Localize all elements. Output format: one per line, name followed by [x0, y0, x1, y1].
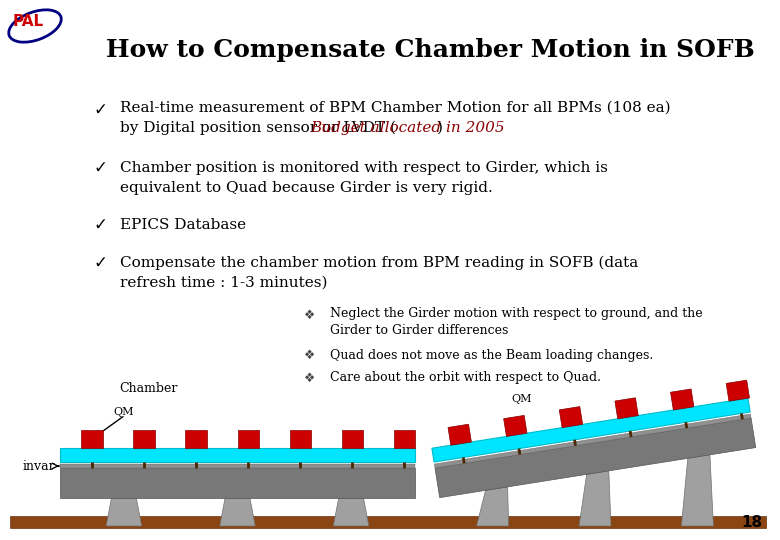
Text: ): ) [437, 121, 443, 135]
Text: ✓: ✓ [93, 254, 107, 272]
Text: ❖: ❖ [304, 348, 316, 361]
Text: How to Compensate Chamber Motion in SOFB: How to Compensate Chamber Motion in SOFB [105, 38, 754, 62]
Polygon shape [559, 407, 583, 428]
Text: Budget allocated in 2005: Budget allocated in 2005 [310, 121, 505, 135]
Text: 18: 18 [741, 515, 762, 530]
Text: Real-time measurement of BPM Chamber Motion for all BPMs (108 ea): Real-time measurement of BPM Chamber Mot… [120, 101, 671, 115]
Text: ✓: ✓ [93, 101, 107, 119]
Polygon shape [726, 380, 750, 401]
Polygon shape [615, 398, 638, 419]
Polygon shape [220, 498, 255, 526]
Text: EPICS Database: EPICS Database [120, 218, 246, 232]
Text: ✓: ✓ [93, 159, 107, 177]
Polygon shape [432, 398, 750, 462]
Bar [60, 448, 415, 462]
Polygon shape [682, 455, 714, 526]
Text: Care about the orbit with respect to Quad.: Care about the orbit with respect to Qua… [330, 372, 601, 384]
Text: Neglect the Girder motion with respect to ground, and the: Neglect the Girder motion with respect t… [330, 307, 703, 320]
Polygon shape [579, 471, 611, 526]
Polygon shape [434, 414, 751, 468]
Text: Compensate the chamber motion from BPM reading in SOFB (data: Compensate the chamber motion from BPM r… [120, 256, 638, 270]
Text: Chamber position is monitored with respect to Girder, which is: Chamber position is monitored with respe… [120, 161, 608, 175]
Text: ❖: ❖ [304, 372, 316, 384]
Text: invar: invar [23, 460, 55, 472]
Bar [60, 464, 415, 468]
Text: Chamber: Chamber [119, 382, 178, 395]
Polygon shape [477, 487, 509, 526]
Bar [394, 430, 415, 448]
Text: QM: QM [511, 394, 532, 404]
Bar [237, 430, 259, 448]
Bar [133, 430, 154, 448]
Text: ✓: ✓ [93, 216, 107, 234]
Bar [186, 430, 207, 448]
Polygon shape [448, 424, 471, 445]
Text: QM: QM [113, 407, 133, 417]
Text: Quad does not move as the Beam loading changes.: Quad does not move as the Beam loading c… [330, 348, 654, 361]
Polygon shape [435, 418, 756, 498]
Polygon shape [504, 415, 527, 436]
Polygon shape [333, 498, 369, 526]
Bar [60, 468, 415, 498]
Text: PAL: PAL [12, 15, 44, 30]
Text: equivalent to Quad because Girder is very rigid.: equivalent to Quad because Girder is ver… [120, 181, 493, 195]
Text: refresh time : 1-3 minutes): refresh time : 1-3 minutes) [120, 276, 328, 290]
Bar [10, 516, 766, 528]
Bar [81, 430, 103, 448]
Polygon shape [106, 498, 142, 526]
Bar [289, 430, 311, 448]
Text: by Digital position sensor or LVDT (: by Digital position sensor or LVDT ( [120, 121, 396, 135]
Text: ❖: ❖ [304, 308, 316, 321]
Bar [342, 430, 363, 448]
Text: Girder to Girder differences: Girder to Girder differences [330, 325, 509, 338]
Polygon shape [671, 389, 694, 410]
